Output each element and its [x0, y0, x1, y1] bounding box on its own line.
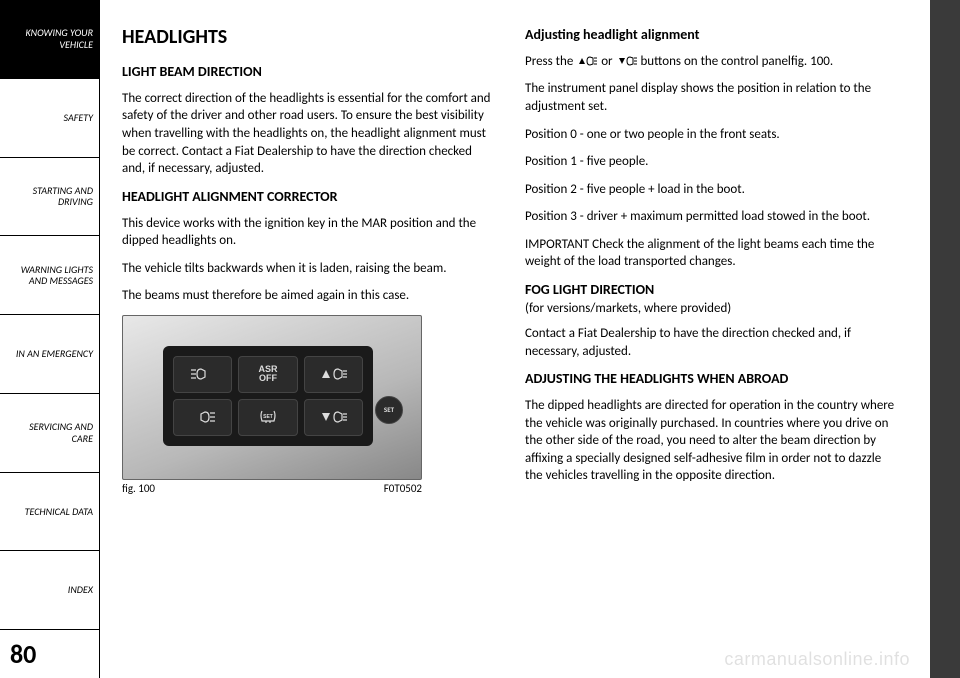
sidebar-tab-index[interactable]: INDEX [0, 551, 99, 630]
sidebar-tab-emergency[interactable]: IN AN EMERGENCY [0, 315, 99, 394]
para-press-buttons: Press the or buttons on the control pane… [525, 53, 900, 71]
sidebar-tab-knowing[interactable]: KNOWING YOUR VEHICLE [0, 0, 99, 79]
para-corrector-1: This device works with the ignition key … [122, 215, 497, 250]
figure-code: F0T0502 [384, 482, 422, 497]
para-light-beam: The correct direction of the headlights … [122, 90, 497, 178]
text-fragment: Press the [525, 54, 576, 69]
up-headlight-icon [576, 55, 598, 67]
heading-fog-light: FOG LIGHT DIRECTION [525, 281, 900, 300]
para-pos2: Position 2 - five people + load in the b… [525, 181, 900, 199]
right-column: Adjusting headlight alignment Press the … [525, 24, 900, 668]
figure-caption: fig. 100 F0T0502 [122, 482, 422, 497]
left-column: HEADLIGHTS LIGHT BEAM DIRECTION The corr… [122, 24, 497, 668]
figure-wrap: ASR OFF SET SET [122, 315, 497, 497]
heading-abroad: ADJUSTING THE HEADLIGHTS WHEN ABROAD [525, 370, 900, 389]
figure-image: ASR OFF SET SET [122, 315, 422, 480]
sidebar-tab-starting[interactable]: STARTING AND DRIVING [0, 158, 99, 237]
sidebar-tab-warning[interactable]: WARNING LIGHTS AND MESSAGES [0, 236, 99, 315]
para-corrector-2: The vehicle tilts backwards when it is l… [122, 260, 497, 278]
sidebar-nav: KNOWING YOUR VEHICLE SAFETY STARTING AND… [0, 0, 100, 678]
front-fog-button [173, 356, 232, 393]
down-headlight-icon [616, 55, 638, 67]
text-fragment: or [598, 54, 615, 69]
page-number-cell: 80 [0, 630, 99, 678]
para-pos0: Position 0 - one or two people in the fr… [525, 126, 900, 144]
svg-text:SET: SET [263, 414, 273, 420]
para-fog-light: Contact a Fiat Dealership to have the di… [525, 325, 900, 360]
para-corrector-3: The beams must therefore be aimed again … [122, 287, 497, 305]
sidebar-tab-safety[interactable]: SAFETY [0, 79, 99, 158]
para-pos3: Position 3 - driver + maximum permitted … [525, 208, 900, 226]
para-display-shows: The instrument panel display shows the p… [525, 80, 900, 115]
para-abroad: The dipped headlights are directed for o… [525, 397, 900, 485]
sidebar-tab-technical[interactable]: TECHNICAL DATA [0, 473, 99, 552]
headlight-down-button [304, 399, 363, 436]
button-panel: ASR OFF SET SET [163, 346, 373, 446]
watermark: carmanualsonline.info [724, 649, 910, 670]
page-content: HEADLIGHTS LIGHT BEAM DIRECTION The corr… [100, 0, 930, 678]
heading-light-beam: LIGHT BEAM DIRECTION [122, 63, 497, 82]
rear-fog-button [173, 399, 232, 436]
text-fragment: buttons on the control panelfig. 100. [638, 54, 834, 69]
sub-fog-light: (for versions/markets, where provided) [525, 300, 900, 318]
para-important: IMPORTANT Check the alignment of the lig… [525, 236, 900, 271]
headlight-up-button [304, 356, 363, 393]
asr-off-button: ASR OFF [238, 356, 297, 393]
page-number: 80 [10, 638, 36, 670]
tpms-set-button: SET [238, 399, 297, 436]
heading-adjusting: Adjusting headlight alignment [525, 26, 900, 45]
para-pos1: Position 1 - five people. [525, 153, 900, 171]
set-round-button: SET [375, 396, 403, 424]
heading-alignment-corrector: HEADLIGHT ALIGNMENT CORRECTOR [122, 188, 497, 207]
page-title: HEADLIGHTS [122, 24, 497, 51]
sidebar-tab-servicing[interactable]: SERVICING AND CARE [0, 394, 99, 473]
figure-label: fig. 100 [122, 482, 155, 497]
